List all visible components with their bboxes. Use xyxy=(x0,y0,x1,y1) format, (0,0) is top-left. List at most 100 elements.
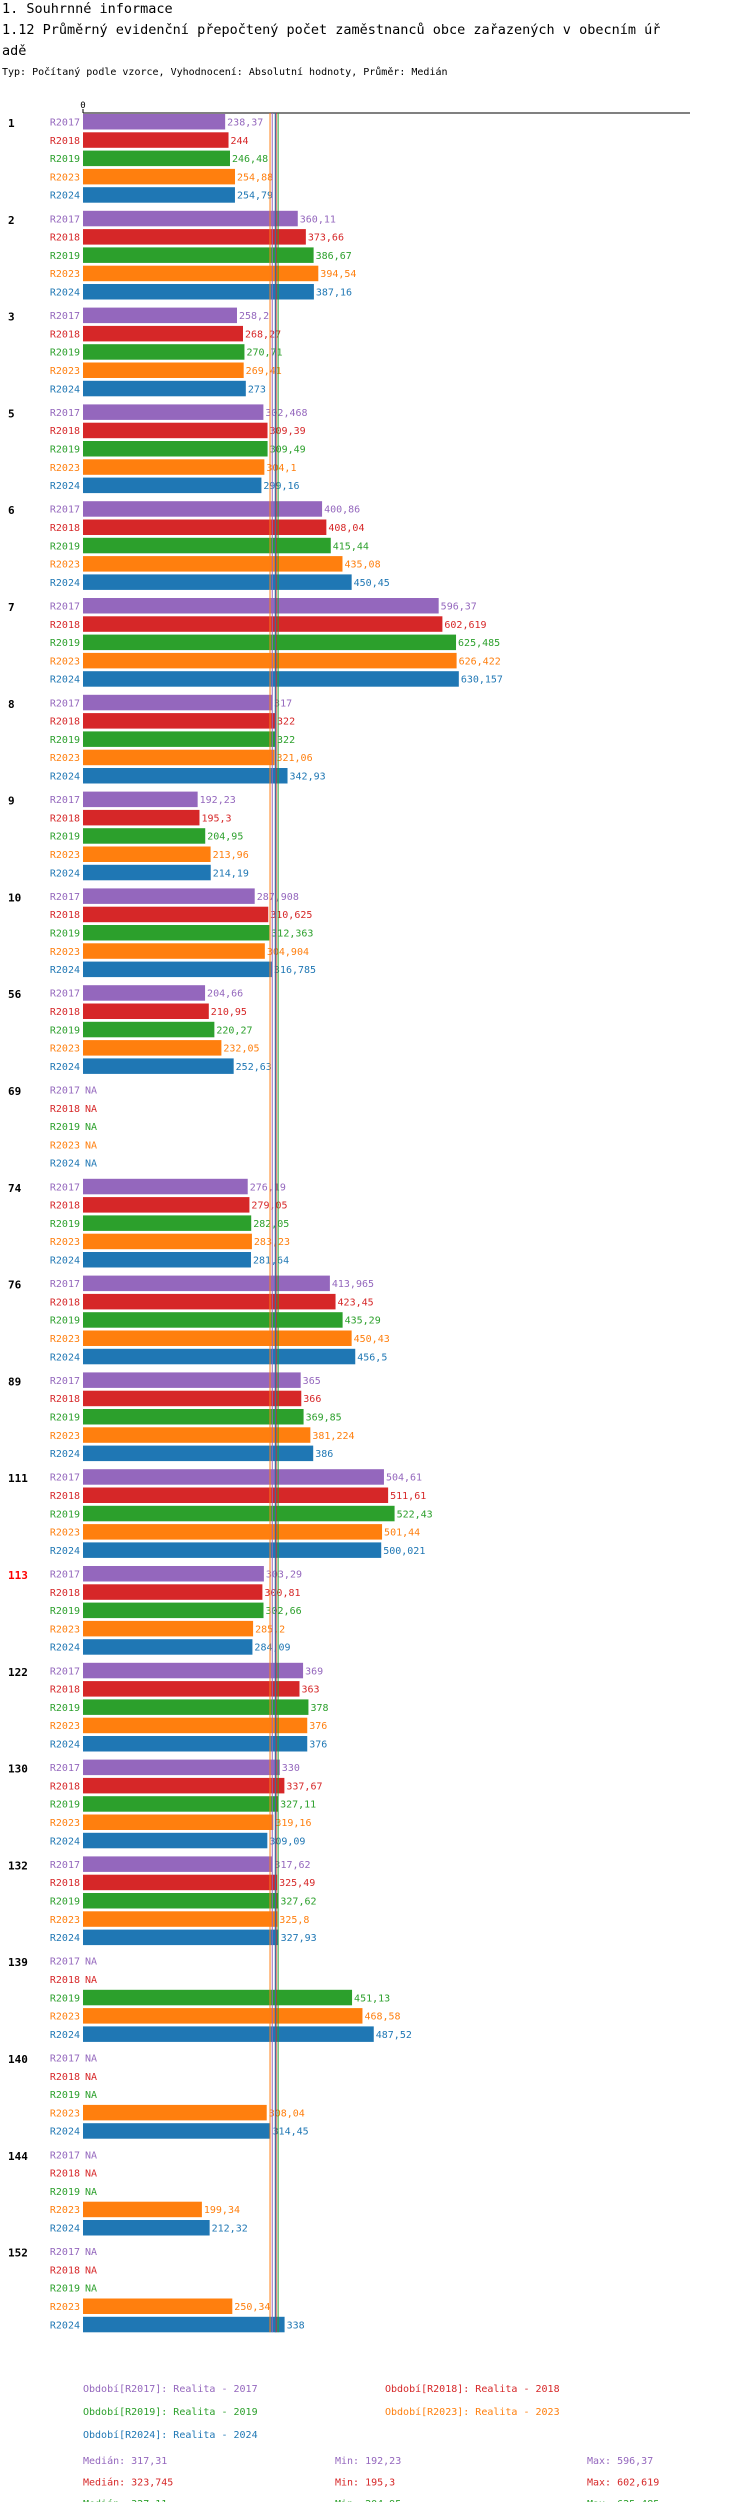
data-label: 435,29 xyxy=(345,1316,381,1327)
bar xyxy=(83,1293,336,1310)
series-label: R2019 xyxy=(50,1703,80,1714)
series-label: R2018 xyxy=(50,426,80,437)
series-label: R2023 xyxy=(50,1915,80,1926)
data-label: 415,44 xyxy=(333,541,369,552)
bar xyxy=(83,1312,343,1328)
bar xyxy=(83,422,268,439)
series-label: R2019 xyxy=(50,1122,80,1133)
series-label: R2017 xyxy=(50,118,80,129)
series-label: R2018 xyxy=(50,1104,80,1115)
bar xyxy=(83,150,231,167)
data-label: 212,32 xyxy=(212,2224,248,2235)
series-label: R2024 xyxy=(50,1352,80,1363)
bar xyxy=(83,1893,279,1909)
group-label: 130 xyxy=(8,1763,28,1776)
series-label: R2018 xyxy=(50,1588,80,1599)
bar xyxy=(83,749,275,766)
data-label: 602,619 xyxy=(444,620,486,631)
group-label: 7 xyxy=(8,601,15,614)
data-label: 204,66 xyxy=(207,989,243,1000)
bar xyxy=(83,1445,314,1462)
group-label: 152 xyxy=(8,2247,28,2260)
series-label: R2023 xyxy=(50,1237,80,1248)
median-stat: Medián: 317,31 xyxy=(83,2455,167,2467)
bar xyxy=(83,1215,252,1231)
bar xyxy=(83,307,237,324)
data-label: NA xyxy=(85,2072,97,2083)
bar xyxy=(83,325,243,342)
data-label: 327,93 xyxy=(281,1933,317,1944)
x-axis-tick-label: 0 xyxy=(80,101,85,111)
data-label: 327,11 xyxy=(280,1800,316,1811)
bar xyxy=(83,1275,330,1292)
bar xyxy=(83,1409,304,1425)
series-label: R2023 xyxy=(50,2302,80,2313)
bar xyxy=(83,1699,309,1715)
bar xyxy=(83,2298,233,2314)
series-label: R2017 xyxy=(50,505,80,516)
series-label: R2018 xyxy=(50,1007,80,1018)
series-label: R2024 xyxy=(50,1256,80,1267)
bar xyxy=(83,2104,267,2121)
series-label: R2018 xyxy=(50,1491,80,1502)
series-label: R2017 xyxy=(50,1570,80,1581)
group-label: 2 xyxy=(8,214,15,227)
group-label: 1 xyxy=(8,117,15,130)
group-label: 5 xyxy=(8,407,15,420)
series-label: R2024 xyxy=(50,1546,80,1557)
bar xyxy=(83,187,235,203)
series-label: R2017 xyxy=(50,602,80,613)
data-label: 310,625 xyxy=(270,910,312,921)
series-label: R2024 xyxy=(50,965,80,976)
data-label: 302,66 xyxy=(266,1606,302,1617)
series-label: R2019 xyxy=(50,1993,80,2004)
bar xyxy=(83,1197,250,1213)
bar xyxy=(83,1372,301,1388)
data-label: 304,1 xyxy=(266,463,296,474)
bar xyxy=(83,1390,302,1407)
series-label: R2017 xyxy=(50,2054,80,2065)
series-label: R2024 xyxy=(50,1062,80,1073)
data-label: 327,62 xyxy=(280,1897,316,1908)
data-label: 309,39 xyxy=(270,426,306,437)
series-label: R2019 xyxy=(50,832,80,843)
bar xyxy=(83,925,270,941)
bar xyxy=(83,537,331,554)
series-label: R2024 xyxy=(50,384,80,395)
data-label: 342,93 xyxy=(290,772,326,783)
data-label: 304,904 xyxy=(267,947,309,958)
series-label: R2017 xyxy=(50,1182,80,1193)
series-label: R2018 xyxy=(50,136,80,147)
series-label: R2017 xyxy=(50,1763,80,1774)
data-label: 625,485 xyxy=(458,638,500,649)
data-label: 360,11 xyxy=(300,214,336,225)
data-label: 408,04 xyxy=(328,523,364,534)
chart-title-line-2: adě xyxy=(2,43,27,59)
series-label: R2024 xyxy=(50,2320,80,2331)
data-label: 381,224 xyxy=(312,1431,354,1442)
data-label: NA xyxy=(85,2169,97,2180)
bar xyxy=(83,1178,248,1195)
data-label: 246,48 xyxy=(232,154,268,165)
data-label: 199,34 xyxy=(204,2205,240,2216)
series-label: R2018 xyxy=(50,2265,80,2276)
series-label: R2023 xyxy=(50,1334,80,1345)
data-label: 252,63 xyxy=(236,1062,272,1073)
data-label: 400,86 xyxy=(324,505,360,516)
group-label: 113 xyxy=(8,1569,28,1582)
bar xyxy=(83,2316,285,2333)
bar xyxy=(83,791,198,808)
series-label: R2017 xyxy=(50,795,80,806)
group-label: 111 xyxy=(8,1472,28,1485)
bar xyxy=(83,985,206,1001)
group-label: 139 xyxy=(8,1956,28,1969)
data-label: 317,62 xyxy=(274,1860,310,1871)
series-label: R2018 xyxy=(50,2169,80,2180)
series-label: R2023 xyxy=(50,850,80,861)
bar xyxy=(83,1759,280,1776)
series-label: R2019 xyxy=(50,154,80,165)
data-label: 213,96 xyxy=(213,850,249,861)
data-label: 308,04 xyxy=(269,2108,305,2119)
bar xyxy=(83,671,459,687)
data-label: 314,45 xyxy=(273,2127,309,2138)
